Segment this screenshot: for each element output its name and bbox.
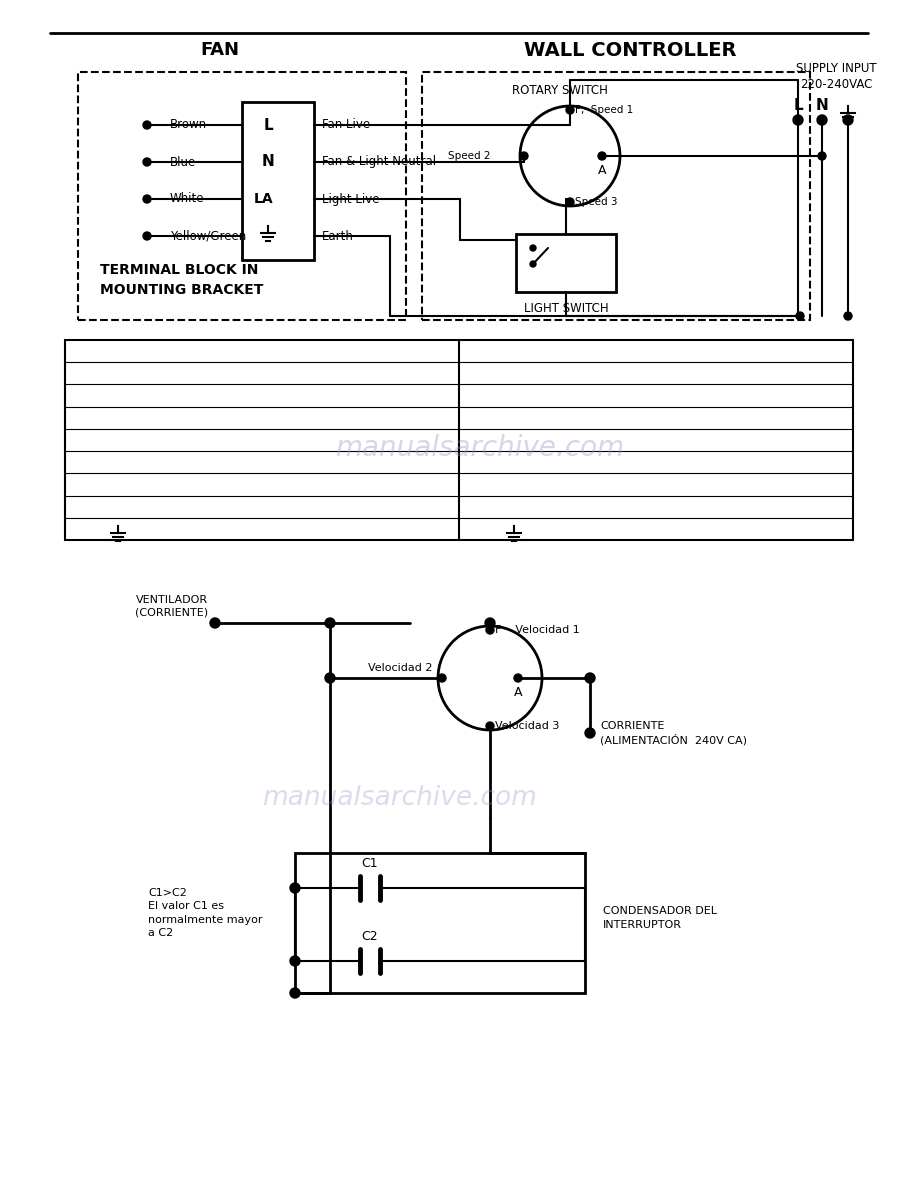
Text: LA: LA xyxy=(254,192,274,206)
Circle shape xyxy=(530,261,536,267)
Text: N: N xyxy=(262,154,274,170)
Text: VENTILADOR
(CORRIENTE): VENTILADOR (CORRIENTE) xyxy=(136,595,208,618)
Text: ROTARY SWITCH: ROTARY SWITCH xyxy=(512,83,608,96)
Text: Speed 2: Speed 2 xyxy=(447,151,490,162)
Circle shape xyxy=(325,618,335,628)
Circle shape xyxy=(290,956,300,966)
Bar xyxy=(78,72,406,320)
Text: manualsarchive.com: manualsarchive.com xyxy=(335,434,624,462)
Text: Fan Live: Fan Live xyxy=(322,119,370,132)
Text: F    Velocidad 1: F Velocidad 1 xyxy=(495,625,580,636)
Circle shape xyxy=(143,158,151,166)
Text: LIGHT SWITCH: LIGHT SWITCH xyxy=(523,302,609,315)
Text: C2: C2 xyxy=(362,930,378,943)
Circle shape xyxy=(485,618,495,628)
Circle shape xyxy=(566,106,574,114)
Circle shape xyxy=(486,722,494,729)
Circle shape xyxy=(566,198,574,206)
Circle shape xyxy=(290,883,300,893)
Circle shape xyxy=(818,152,826,160)
Circle shape xyxy=(143,232,151,240)
Circle shape xyxy=(530,245,536,251)
Text: WALL CONTROLLER: WALL CONTROLLER xyxy=(524,40,736,59)
Text: A: A xyxy=(598,164,606,177)
Circle shape xyxy=(796,312,804,320)
Bar xyxy=(65,340,853,541)
Text: TERMINAL BLOCK IN
MOUNTING BRACKET: TERMINAL BLOCK IN MOUNTING BRACKET xyxy=(100,264,263,297)
Text: Earth: Earth xyxy=(322,229,353,242)
Bar xyxy=(422,72,810,320)
Text: SUPPLY INPUT
220-240VAC: SUPPLY INPUT 220-240VAC xyxy=(796,62,877,90)
Text: N: N xyxy=(815,99,828,114)
Text: Blue: Blue xyxy=(170,156,196,169)
Circle shape xyxy=(438,674,446,682)
Text: Velocidad 3: Velocidad 3 xyxy=(495,721,559,731)
Text: F,  Speed 1: F, Speed 1 xyxy=(575,105,633,115)
Text: Fan & Light Neutral: Fan & Light Neutral xyxy=(322,156,436,169)
Circle shape xyxy=(143,195,151,203)
Text: C1: C1 xyxy=(362,857,378,870)
Text: A: A xyxy=(514,685,522,699)
Circle shape xyxy=(210,618,220,628)
Circle shape xyxy=(793,115,803,125)
Circle shape xyxy=(585,672,595,683)
Text: Light Live: Light Live xyxy=(322,192,379,206)
Bar xyxy=(295,853,585,993)
Text: manualsarchive.com: manualsarchive.com xyxy=(263,785,537,811)
Circle shape xyxy=(486,626,494,634)
Text: CONDENSADOR DEL
INTERRUPTOR: CONDENSADOR DEL INTERRUPTOR xyxy=(603,906,717,929)
Bar xyxy=(242,102,314,260)
Text: White: White xyxy=(170,192,205,206)
Bar xyxy=(516,234,616,292)
Text: Brown: Brown xyxy=(170,119,207,132)
Text: FAN: FAN xyxy=(200,42,240,59)
Circle shape xyxy=(290,988,300,998)
Circle shape xyxy=(520,152,528,160)
Circle shape xyxy=(843,115,853,125)
Text: Velocidad 2: Velocidad 2 xyxy=(368,663,433,672)
Text: Yellow/Green: Yellow/Green xyxy=(170,229,246,242)
Circle shape xyxy=(514,674,522,682)
Circle shape xyxy=(817,115,827,125)
Circle shape xyxy=(143,121,151,129)
Circle shape xyxy=(325,672,335,683)
Text: L: L xyxy=(793,99,803,114)
Text: L: L xyxy=(263,118,273,133)
Circle shape xyxy=(598,152,606,160)
Text: Speed 3: Speed 3 xyxy=(575,197,618,207)
Circle shape xyxy=(585,728,595,738)
Circle shape xyxy=(844,312,852,320)
Text: C1>C2
El valor C1 es
normalmente mayor
a C2: C1>C2 El valor C1 es normalmente mayor a… xyxy=(148,889,263,937)
Text: CORRIENTE
(ALIMENTACIÓN  240V CA): CORRIENTE (ALIMENTACIÓN 240V CA) xyxy=(600,721,747,745)
